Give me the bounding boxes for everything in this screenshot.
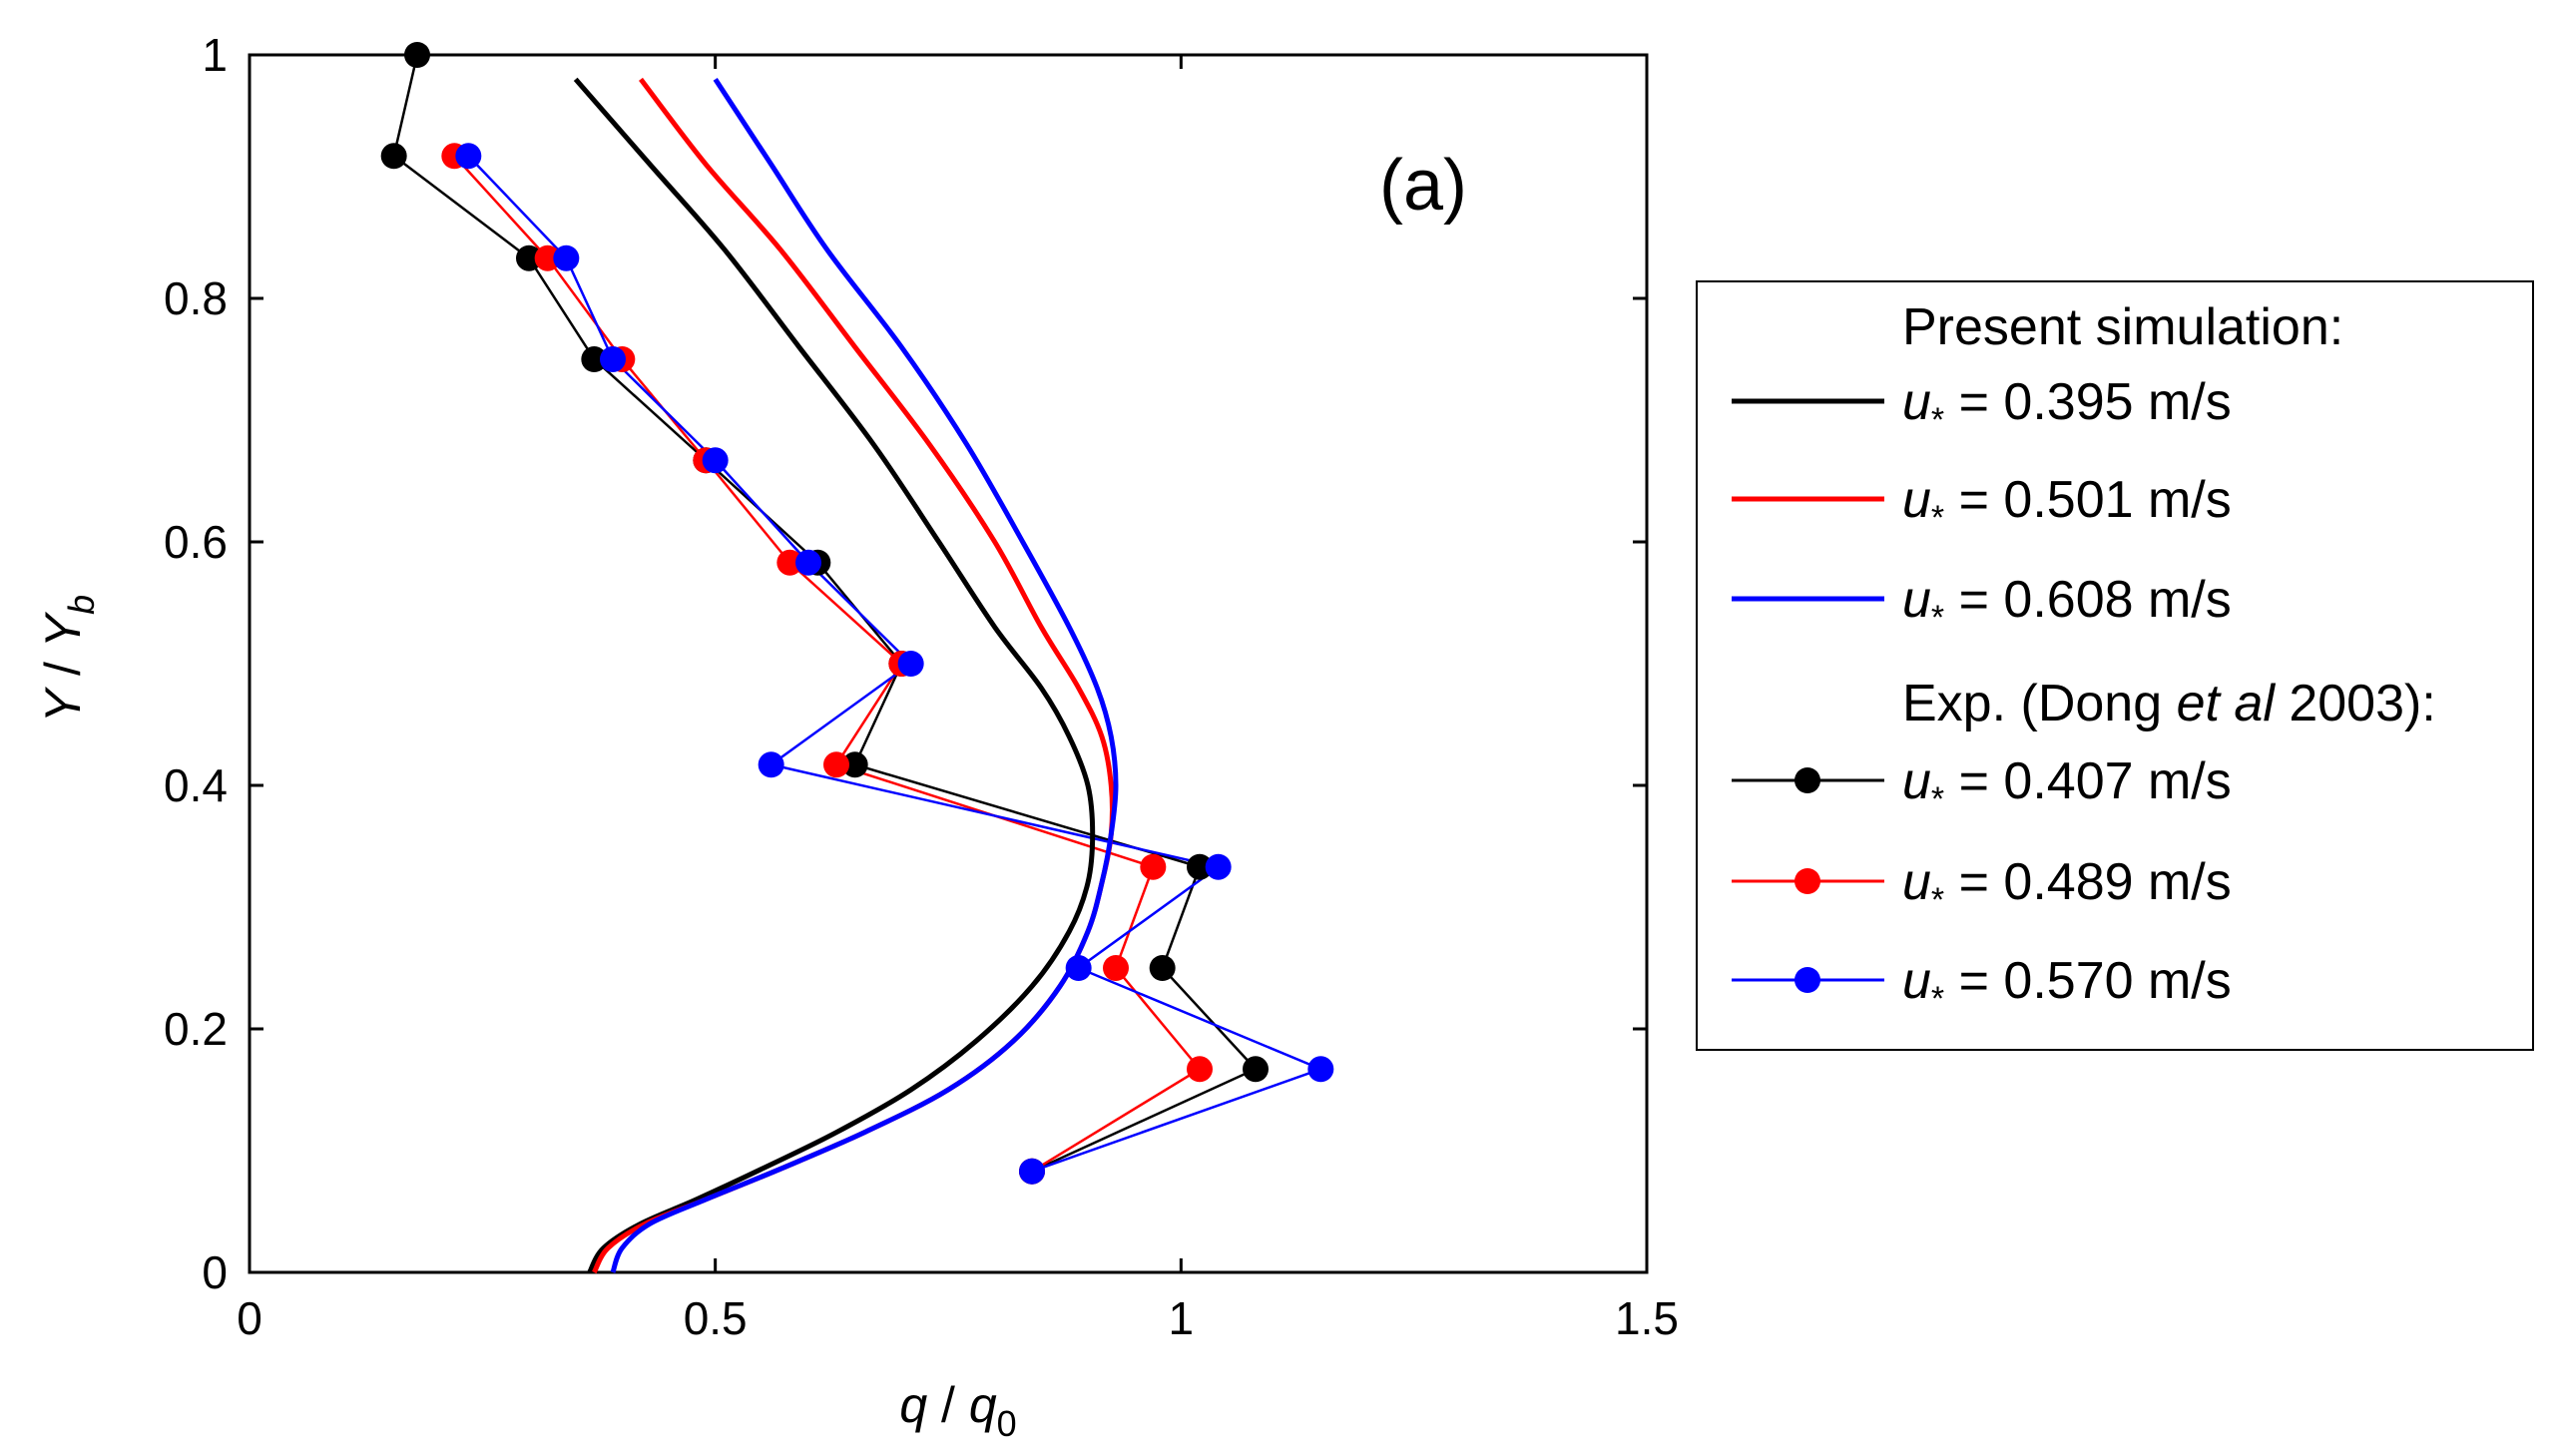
experiment-data-point (1205, 853, 1232, 880)
legend: Present simulation: Exp. (Dong et al 200… (1696, 280, 2534, 1051)
legend-entry-value: = 0.489 m/s (1944, 853, 2232, 911)
legend-entry-symbol: u (1902, 471, 1931, 529)
experiment-data-point (1243, 1056, 1269, 1083)
experiment-data-point (758, 751, 784, 778)
x-tick-label: 1 (1169, 1292, 1195, 1344)
y-axis-label: Y / Yb (35, 595, 102, 723)
panel-label: (a) (1379, 146, 1467, 226)
legend-entry-label: u* = 0.407 m/s (1902, 752, 2232, 818)
x-axis-label-subscript: 0 (997, 1403, 1017, 1444)
y-tick-label: 0.8 (164, 272, 228, 324)
experiment-data-point (1149, 955, 1176, 981)
experiment-data-point (581, 346, 608, 372)
plot-area-frame (248, 53, 1649, 1274)
x-axis-label-symbol: q (969, 1377, 997, 1433)
legend-box (1696, 280, 2534, 1051)
legend-entry-symbol: u (1902, 853, 1931, 911)
legend-heading-experiment-italic: et al (2177, 675, 2277, 732)
experiment-data-point (1103, 955, 1129, 981)
simulation-curve (610, 78, 1119, 1273)
legend-marker-sample (1794, 767, 1820, 793)
experiment-data-point (553, 244, 580, 271)
legend-marker-sample (1794, 868, 1820, 894)
legend-entry-subscript: * (1931, 881, 1944, 919)
y-axis-label-symbol: Y (35, 611, 91, 648)
y-tick-label: 0.4 (164, 759, 228, 811)
y-tick-label: 1 (202, 29, 228, 81)
legend-entry-symbol: u (1902, 752, 1931, 810)
experiment-data-point (897, 651, 924, 677)
legend-entry-label: u* = 0.570 m/s (1902, 952, 2232, 1018)
legend-entry-label: u* = 0.395 m/s (1902, 373, 2232, 439)
legend-entry-value: = 0.570 m/s (1944, 952, 2232, 1010)
legend-entry-value: = 0.608 m/s (1944, 571, 2232, 629)
legend-heading-experiment-suffix: 2003): (2275, 675, 2436, 732)
y-axis-label-main: Y (35, 686, 91, 723)
legend-entry-subscript: * (1931, 599, 1944, 637)
experiment-data-point (776, 549, 803, 576)
experiment-data-point (404, 42, 430, 68)
series-markers (380, 42, 1334, 1185)
legend-heading-simulation: Present simulation: (1902, 298, 2343, 356)
y-axis-label-separator: / (35, 648, 91, 690)
legend-heading-experiment: Exp. (Dong et al 2003): (1902, 675, 2436, 732)
experiment-data-point (455, 143, 482, 170)
y-tick-label: 0.2 (164, 1003, 228, 1055)
legend-entry-symbol: u (1902, 571, 1931, 629)
legend-entry-subscript: * (1931, 401, 1944, 439)
experiment-data-point (823, 751, 849, 778)
experiment-data-point (600, 346, 626, 372)
legend-entry-value: = 0.407 m/s (1944, 752, 2232, 810)
legend-entry-subscript: * (1931, 780, 1944, 818)
legend-entry-subscript: * (1931, 499, 1944, 537)
experiment-data-point (534, 244, 561, 271)
experiment-data-point (380, 143, 407, 170)
legend-entry-symbol: u (1902, 373, 1931, 431)
experiment-data-point (1140, 853, 1167, 880)
series-lines (392, 54, 1324, 1274)
experiment-data-point (702, 447, 729, 474)
legend-entry-label: u* = 0.489 m/s (1902, 853, 2232, 919)
experiment-data-point (516, 244, 542, 271)
experiment-data-point (795, 549, 821, 576)
experiment-data-point (841, 751, 868, 778)
x-axis-label-separator: / (927, 1377, 969, 1433)
legend-marker-sample (1794, 967, 1820, 993)
legend-heading-experiment-prefix: Exp. (Dong (1902, 675, 2177, 732)
experiment-data-point (1307, 1056, 1334, 1083)
legend-entry-subscript: * (1931, 980, 1944, 1018)
simulation-curve (573, 77, 1096, 1274)
experiment-data-point (1187, 853, 1213, 880)
legend-entry-value: = 0.501 m/s (1944, 471, 2232, 529)
legend-entries: u* = 0.395 m/su* = 0.501 m/su* = 0.608 m… (1732, 373, 2232, 1018)
y-axis-label-subscript: b (61, 595, 102, 615)
x-tick-label: 1.5 (1615, 1292, 1679, 1344)
experiment-data-point (1065, 955, 1092, 981)
x-axis-label-main: q (899, 1377, 927, 1433)
legend-entry-value: = 0.395 m/s (1944, 373, 2232, 431)
x-tick-label: 0.5 (684, 1292, 748, 1344)
y-tick-label: 0.6 (164, 516, 228, 568)
y-tick-label: 0 (202, 1246, 228, 1298)
legend-entry-symbol: u (1902, 952, 1931, 1010)
x-tick-label: 0 (237, 1292, 262, 1344)
axis-ticks: 0 0.5 1 1.5 0 0.2 0.4 0.6 0.8 1 (164, 29, 1679, 1344)
legend-entry-label: u* = 0.608 m/s (1902, 571, 2232, 637)
legend-entry-label: u* = 0.501 m/s (1902, 471, 2232, 537)
experiment-data-point (1187, 1056, 1213, 1083)
experiment-data-point (1019, 1158, 1045, 1185)
x-axis-label: q / q0 (899, 1377, 1016, 1444)
